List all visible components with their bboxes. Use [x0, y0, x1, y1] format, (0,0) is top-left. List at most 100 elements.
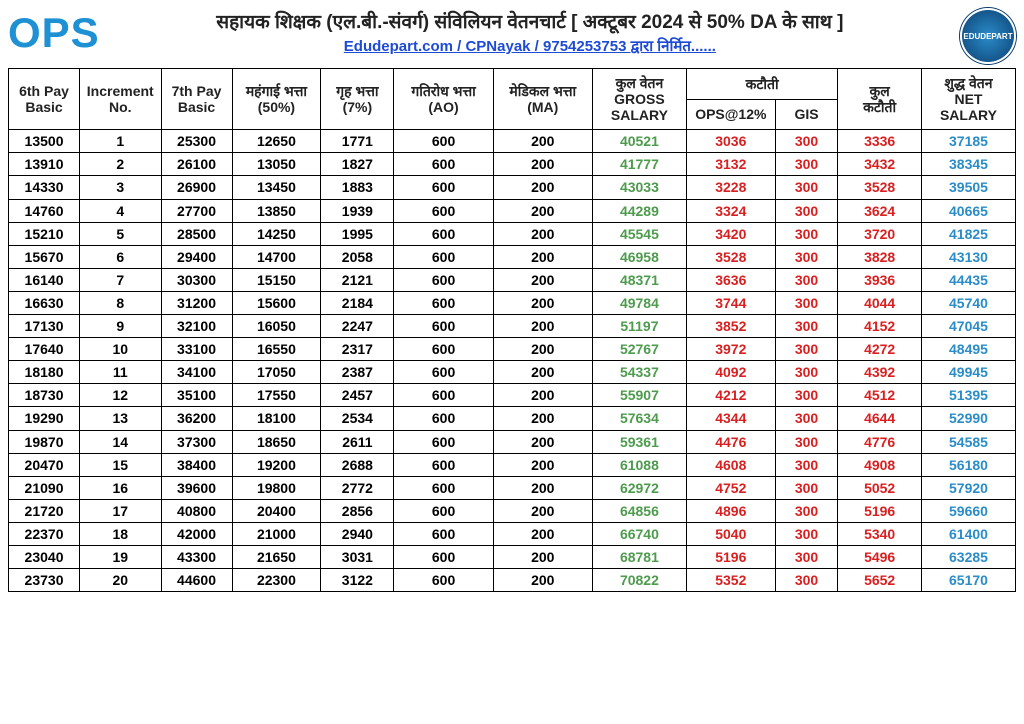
- cell-net: 57920: [921, 476, 1015, 499]
- cell-ao: 600: [394, 384, 493, 407]
- cell-net: 37185: [921, 130, 1015, 153]
- cell-increment: 15: [80, 453, 161, 476]
- table-row: 1350012530012650177160020040521303630033…: [9, 130, 1016, 153]
- th-gross: कुल वेतन GROSS SALARY: [592, 69, 686, 130]
- cell-da: 19200: [232, 453, 321, 476]
- th-net-l2: NET: [954, 91, 982, 107]
- th-ma: मेडिकल भत्ता (MA): [493, 69, 592, 130]
- cell-6th-pay: 16140: [9, 268, 80, 291]
- cell-6th-pay: 16630: [9, 291, 80, 314]
- cell-6th-pay: 13910: [9, 153, 80, 176]
- page-title: सहायक शिक्षक (एल.बी.-संवर्ग) संविलियन वे…: [100, 8, 960, 34]
- cell-increment: 18: [80, 522, 161, 545]
- cell-6th-pay: 14760: [9, 199, 80, 222]
- cell-gis: 300: [775, 522, 838, 545]
- cell-increment: 3: [80, 176, 161, 199]
- cell-6th-pay: 17640: [9, 338, 80, 361]
- cell-ma: 200: [493, 407, 592, 430]
- cell-gross: 41777: [592, 153, 686, 176]
- cell-total-deduction: 5652: [838, 569, 922, 592]
- cell-ao: 600: [394, 476, 493, 499]
- cell-ao: 600: [394, 153, 493, 176]
- cell-total-deduction: 4644: [838, 407, 922, 430]
- cell-total-deduction: 4152: [838, 315, 922, 338]
- cell-increment: 16: [80, 476, 161, 499]
- cell-ma: 200: [493, 199, 592, 222]
- cell-total-deduction: 3828: [838, 245, 922, 268]
- cell-gross: 68781: [592, 545, 686, 568]
- title-block: सहायक शिक्षक (एल.बी.-संवर्ग) संविलियन वे…: [100, 8, 960, 56]
- table-row: 1433032690013450188360020043033322830035…: [9, 176, 1016, 199]
- cell-hra: 2121: [321, 268, 394, 291]
- cell-hra: 1827: [321, 153, 394, 176]
- cell-total-deduction: 5496: [838, 545, 922, 568]
- cell-7th-pay: 36200: [161, 407, 232, 430]
- cell-gross: 59361: [592, 430, 686, 453]
- cell-ma: 200: [493, 430, 592, 453]
- cell-total-deduction: 5052: [838, 476, 922, 499]
- cell-increment: 13: [80, 407, 161, 430]
- cell-da: 16050: [232, 315, 321, 338]
- cell-ma: 200: [493, 569, 592, 592]
- cell-total-deduction: 5340: [838, 522, 922, 545]
- cell-hra: 2387: [321, 361, 394, 384]
- cell-ma: 200: [493, 384, 592, 407]
- cell-da: 13450: [232, 176, 321, 199]
- cell-gross: 62972: [592, 476, 686, 499]
- cell-gis: 300: [775, 476, 838, 499]
- cell-gross: 43033: [592, 176, 686, 199]
- cell-6th-pay: 19870: [9, 430, 80, 453]
- cell-net: 47045: [921, 315, 1015, 338]
- th-gross-l3: SALARY: [611, 107, 668, 123]
- cell-ops: 5040: [686, 522, 775, 545]
- cell-gis: 300: [775, 153, 838, 176]
- cell-7th-pay: 26900: [161, 176, 232, 199]
- cell-net: 63285: [921, 545, 1015, 568]
- cell-da: 19800: [232, 476, 321, 499]
- cell-da: 15150: [232, 268, 321, 291]
- cell-net: 39505: [921, 176, 1015, 199]
- th-ao: गतिरोध भत्ता (AO): [394, 69, 493, 130]
- cell-total-deduction: 5196: [838, 499, 922, 522]
- cell-ops: 3036: [686, 130, 775, 153]
- cell-ma: 200: [493, 476, 592, 499]
- table-row: 1391022610013050182760020041777313230034…: [9, 153, 1016, 176]
- cell-ops: 4092: [686, 361, 775, 384]
- cell-net: 59660: [921, 499, 1015, 522]
- cell-ao: 600: [394, 545, 493, 568]
- th-7th-pay: 7th Pay Basic: [161, 69, 232, 130]
- cell-gross: 66740: [592, 522, 686, 545]
- cell-gross: 57634: [592, 407, 686, 430]
- table-row: 1873012351001755024576002005590742123004…: [9, 384, 1016, 407]
- th-tot-l2: कटौती: [863, 99, 896, 115]
- cell-gis: 300: [775, 245, 838, 268]
- cell-hra: 2058: [321, 245, 394, 268]
- cell-gross: 61088: [592, 453, 686, 476]
- table-header: 6th Pay Basic Increment No. 7th Pay Basi…: [9, 69, 1016, 130]
- cell-total-deduction: 4908: [838, 453, 922, 476]
- cell-hra: 1995: [321, 222, 394, 245]
- cell-ao: 600: [394, 268, 493, 291]
- cell-7th-pay: 35100: [161, 384, 232, 407]
- cell-ops: 4752: [686, 476, 775, 499]
- cell-gis: 300: [775, 430, 838, 453]
- table-row: 1476042770013850193960020044289332430036…: [9, 199, 1016, 222]
- table-row: 1987014373001865026116002005936144763004…: [9, 430, 1016, 453]
- table-row: 1521052850014250199560020045545342030037…: [9, 222, 1016, 245]
- cell-7th-pay: 38400: [161, 453, 232, 476]
- cell-7th-pay: 44600: [161, 569, 232, 592]
- cell-gis: 300: [775, 407, 838, 430]
- th-increment: Increment No.: [80, 69, 161, 130]
- cell-net: 38345: [921, 153, 1015, 176]
- cell-gross: 48371: [592, 268, 686, 291]
- page-subtitle-link[interactable]: Edudepart.com / CPNayak / 9754253753 द्व…: [100, 36, 960, 56]
- cell-6th-pay: 22370: [9, 522, 80, 545]
- th-deduction-group: कटौती: [686, 69, 837, 100]
- cell-gis: 300: [775, 130, 838, 153]
- table-row: 1764010331001655023176002005276739723004…: [9, 338, 1016, 361]
- th-gross-l2: GROSS: [614, 91, 665, 107]
- cell-ao: 600: [394, 176, 493, 199]
- cell-increment: 17: [80, 499, 161, 522]
- cell-da: 21650: [232, 545, 321, 568]
- cell-ao: 600: [394, 453, 493, 476]
